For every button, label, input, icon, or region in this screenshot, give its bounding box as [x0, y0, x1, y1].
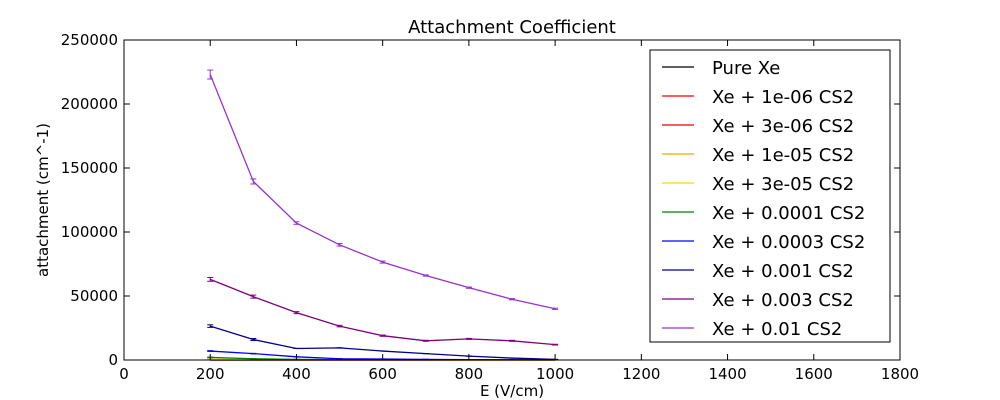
x-axis-label: E (V/cm) — [480, 382, 544, 400]
y-tick-label: 150000 — [61, 159, 118, 177]
chart-title: Attachment Coefficient — [408, 17, 616, 38]
x-tick-label: 400 — [282, 365, 311, 383]
legend-label: Xe + 0.0003 CS2 — [712, 232, 865, 253]
y-tick-label: 200000 — [61, 95, 118, 113]
legend-label: Xe + 1e-05 CS2 — [712, 145, 854, 166]
legend-label: Xe + 0.001 CS2 — [712, 261, 854, 282]
x-tick-label: 1000 — [536, 365, 574, 383]
y-tick-label: 0 — [108, 351, 118, 369]
x-tick-label: 200 — [196, 365, 225, 383]
y-tick-label: 50000 — [70, 287, 118, 305]
legend-box — [649, 49, 891, 343]
y-tick-label: 100000 — [61, 223, 118, 241]
x-tick-label: 0 — [119, 365, 129, 383]
ticks-layer: 0 200 400 600 800 1000 1200 1400 1600 1800 0 50000 1… — [61, 31, 919, 383]
series-8 — [207, 276, 559, 346]
series-line — [209, 74, 556, 310]
legend-label: Xe + 1e-06 CS2 — [712, 87, 854, 108]
series-7 — [207, 324, 559, 361]
x-tick-label: 800 — [455, 365, 484, 383]
legend-label: Xe + 0.01 CS2 — [712, 319, 842, 340]
legend-label: Pure Xe — [712, 58, 780, 79]
y-tick-label: 250000 — [61, 31, 118, 49]
y-axis-label: attachment (cm^-1) — [34, 123, 52, 277]
legend-label: Xe + 0.0001 CS2 — [712, 203, 865, 224]
legend-label: Xe + 0.003 CS2 — [712, 290, 854, 311]
legend-label: Xe + 3e-05 CS2 — [712, 174, 854, 195]
x-tick-label: 1400 — [708, 365, 746, 383]
x-tick-label: 1200 — [622, 365, 660, 383]
plot-frame — [123, 39, 901, 361]
x-tick-label: 600 — [368, 365, 397, 383]
legend: Pure Xe Xe + 1e-06 CS2 Xe + 3e-06 CS2 Xe + … — [649, 49, 891, 343]
legend-label: Xe + 3e-06 CS2 — [712, 116, 854, 137]
x-tick-label: 1600 — [795, 365, 833, 383]
series-layer — [207, 69, 559, 361]
series-9 — [207, 69, 559, 310]
x-tick-label: 1800 — [881, 365, 919, 383]
